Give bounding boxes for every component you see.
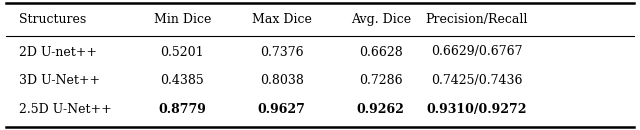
Text: Structures: Structures xyxy=(19,13,86,26)
Text: 0.5201: 0.5201 xyxy=(161,46,204,58)
Text: 0.4385: 0.4385 xyxy=(161,74,204,87)
Text: 0.6629/0.6767: 0.6629/0.6767 xyxy=(431,46,522,58)
Text: Avg. Dice: Avg. Dice xyxy=(351,13,411,26)
Text: 2.5D U-Net++: 2.5D U-Net++ xyxy=(19,103,112,116)
Text: 0.8779: 0.8779 xyxy=(159,103,206,116)
Text: 0.9627: 0.9627 xyxy=(258,103,305,116)
Text: 0.8038: 0.8038 xyxy=(260,74,303,87)
Text: Max Dice: Max Dice xyxy=(252,13,312,26)
Text: 2D U-net++: 2D U-net++ xyxy=(19,46,97,58)
Text: Precision/Recall: Precision/Recall xyxy=(426,13,528,26)
Text: 0.9262: 0.9262 xyxy=(357,103,404,116)
Text: Min Dice: Min Dice xyxy=(154,13,211,26)
Text: 0.9310/0.9272: 0.9310/0.9272 xyxy=(426,103,527,116)
Text: 3D U-Net++: 3D U-Net++ xyxy=(19,74,100,87)
Text: 0.7425/0.7436: 0.7425/0.7436 xyxy=(431,74,522,87)
Text: 0.7286: 0.7286 xyxy=(359,74,403,87)
Text: 0.6628: 0.6628 xyxy=(359,46,403,58)
Text: 0.7376: 0.7376 xyxy=(260,46,303,58)
